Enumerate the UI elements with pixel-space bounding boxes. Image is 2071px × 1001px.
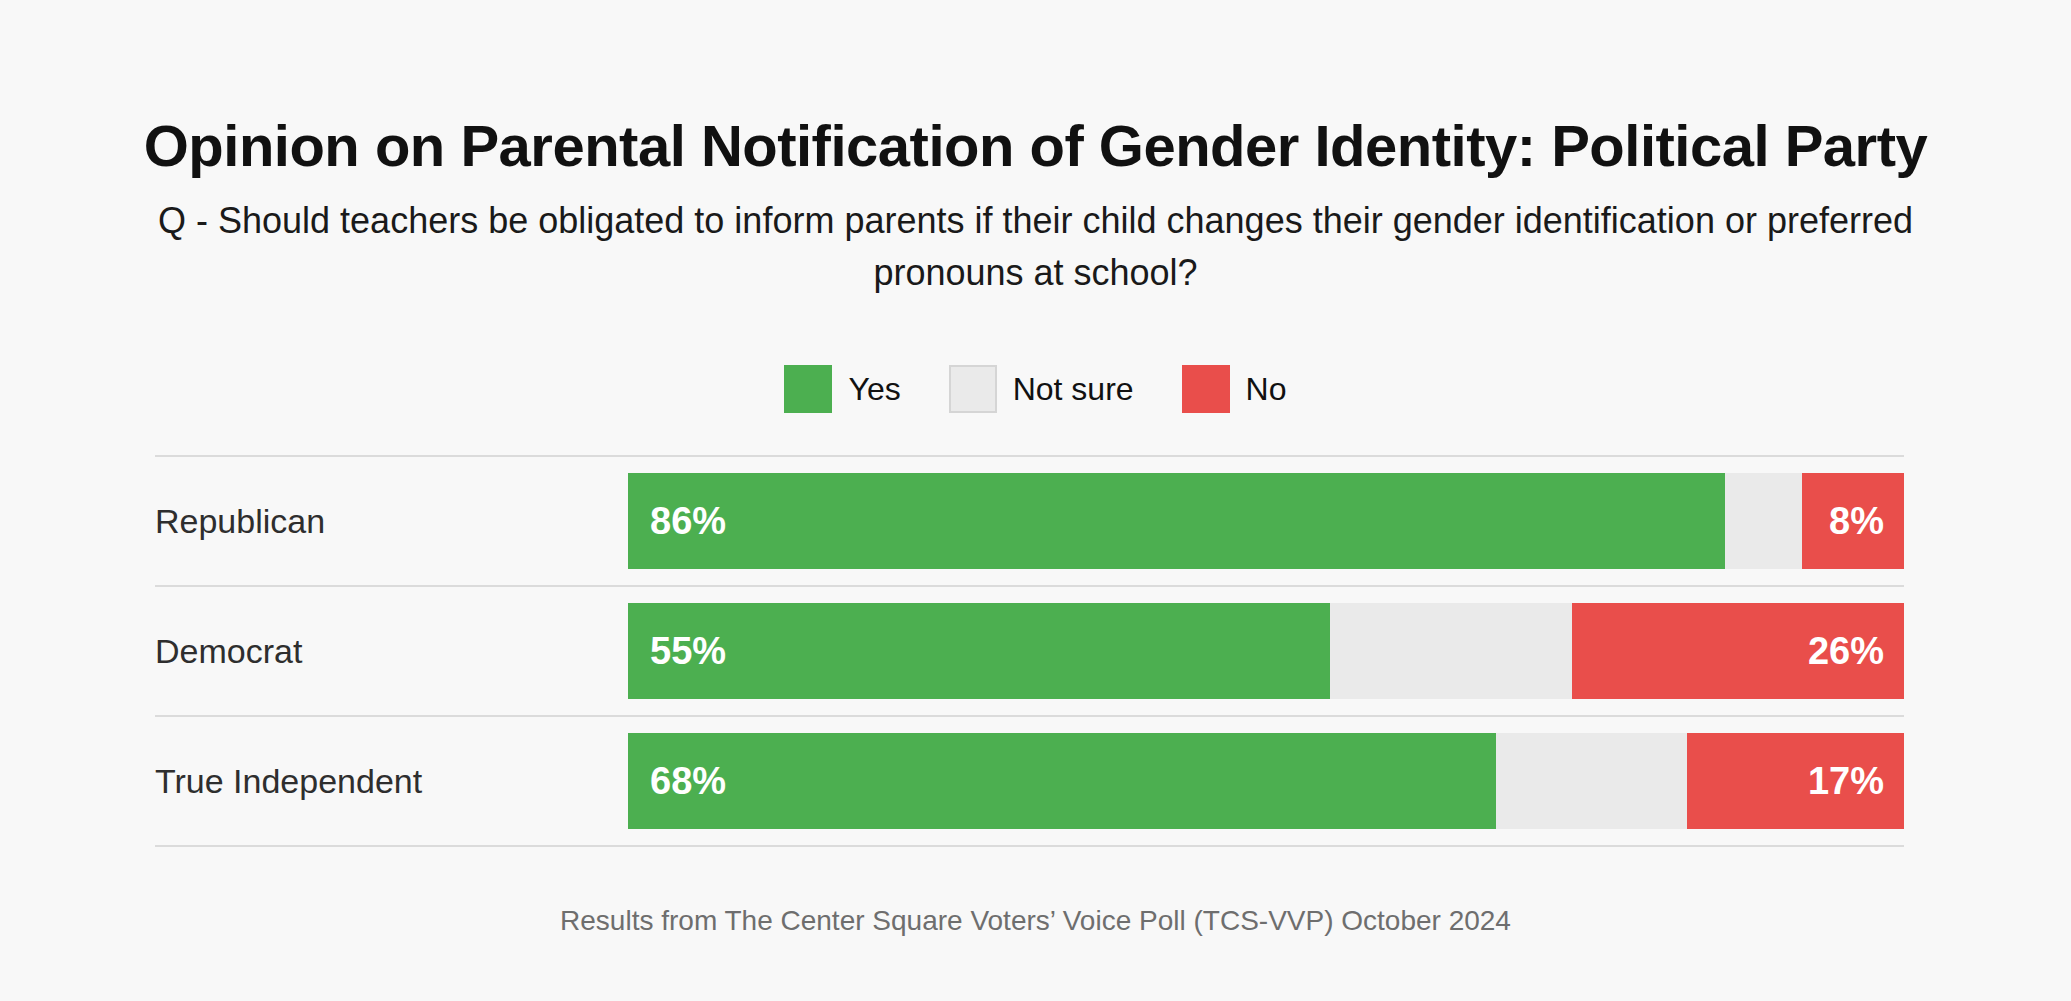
not-sure-segment-democrat (1330, 603, 1572, 699)
no-segment-democrat: 26% (1572, 603, 1904, 699)
bar-row-democrat: Democrat 55% 26% (155, 585, 1904, 715)
no-segment-republican: 8% (1802, 473, 1904, 569)
bar-track-true-independent: 68% 17% (628, 733, 1904, 829)
category-label-republican: Republican (155, 502, 628, 541)
legend-label-not-sure: Not sure (1013, 371, 1134, 408)
yes-value-label-true-independent: 68% (650, 760, 726, 803)
bar-row-true-independent: True Independent 68% 17% (155, 715, 1904, 845)
bar-track-republican: 86% 8% (628, 473, 1904, 569)
legend: Yes Not sure No (0, 365, 2071, 413)
category-label-true-independent: True Independent (155, 762, 628, 801)
legend-swatch-icon-no (1182, 365, 1230, 413)
yes-value-label-republican: 86% (650, 500, 726, 543)
not-sure-segment-republican (1725, 473, 1802, 569)
yes-segment-republican: 86% (628, 473, 1725, 569)
stacked-bar-chart: Republican 86% 8% Democrat 55% 26% True Indepe… (155, 455, 1904, 847)
source-note: Results from The Center Square Voters’ V… (0, 905, 2071, 937)
no-segment-true-independent: 17% (1687, 733, 1904, 829)
legend-item-yes: Yes (784, 365, 900, 413)
not-sure-segment-true-independent (1496, 733, 1687, 829)
no-value-label-democrat: 26% (1808, 630, 1884, 673)
category-label-democrat: Democrat (155, 632, 628, 671)
legend-item-not-sure: Not sure (949, 365, 1134, 413)
no-value-label-republican: 8% (1829, 500, 1884, 543)
legend-label-no: No (1246, 371, 1287, 408)
legend-swatch-icon-not-sure (949, 365, 997, 413)
yes-segment-true-independent: 68% (628, 733, 1496, 829)
poll-infographic: Opinion on Parental Notification of Gend… (0, 0, 2071, 1001)
yes-segment-democrat: 55% (628, 603, 1330, 699)
no-value-label-true-independent: 17% (1808, 760, 1884, 803)
yes-value-label-democrat: 55% (650, 630, 726, 673)
legend-label-yes: Yes (848, 371, 900, 408)
legend-swatch-icon-yes (784, 365, 832, 413)
page-title: Opinion on Parental Notification of Gend… (0, 112, 2071, 179)
bar-track-democrat: 55% 26% (628, 603, 1904, 699)
legend-item-no: No (1182, 365, 1287, 413)
bar-row-republican: Republican 86% 8% (155, 455, 1904, 585)
question-subtitle: Q - Should teachers be obligated to info… (146, 195, 1926, 299)
